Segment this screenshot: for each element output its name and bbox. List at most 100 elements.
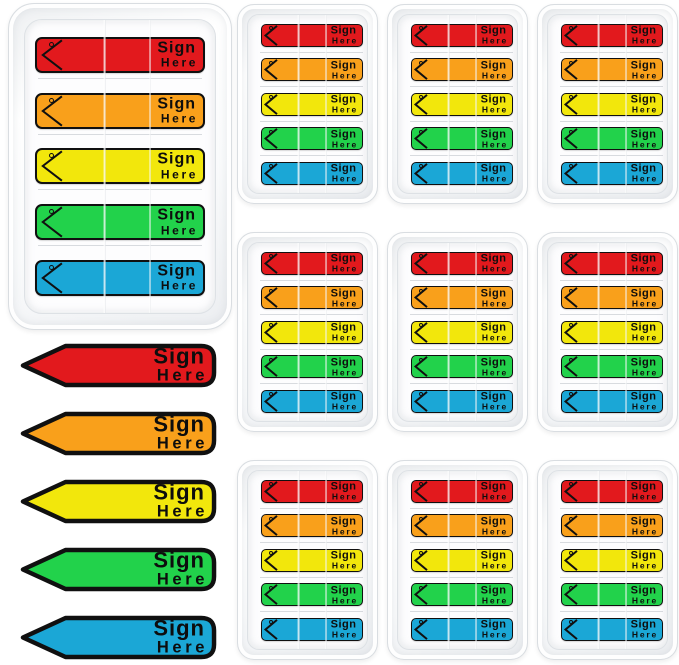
- flag-label: Sign Here: [153, 547, 205, 589]
- flag-label: Sign Here: [331, 25, 357, 45]
- flag-label-line1: Sign: [153, 547, 205, 573]
- large-flag-tray: Sign Here Sign Here Sign Here Sign Here Sign Here: [8, 3, 232, 330]
- flag-label-line2: Here: [631, 526, 658, 537]
- fold-curl-icon: [418, 585, 423, 590]
- flag-label-line1: Sign: [630, 24, 657, 37]
- flag-label-line2: Here: [331, 595, 358, 606]
- flag-label-line1: Sign: [480, 252, 507, 265]
- sign-here-arrow-flag-red: Sign Here: [20, 343, 218, 388]
- sign-here-flag-red: Sign Here: [410, 251, 513, 275]
- arrow-chevron-icon: [412, 550, 512, 571]
- flag-label: Sign Here: [480, 355, 507, 376]
- arrow-chevron-icon: [412, 619, 512, 640]
- flag-label-line1: Sign: [480, 162, 507, 175]
- flag-label: Sign Here: [481, 59, 507, 79]
- arrow-chevron-icon: [262, 163, 362, 184]
- arrow-chevron-icon: [262, 356, 362, 377]
- sign-here-flag-blue: Sign Here: [35, 260, 205, 297]
- flag-label-line2: Here: [331, 139, 358, 150]
- sign-here-flag-red: Sign Here: [35, 36, 205, 73]
- tray-slot: Sign Here: [402, 477, 517, 509]
- tray-slot: Sign Here: [552, 387, 667, 416]
- fold-curl-icon: [418, 60, 423, 65]
- tray-slot: Sign Here: [252, 546, 367, 578]
- sign-here-arrow-flag-orange: Sign Here: [20, 411, 218, 456]
- flag-label-line2: Here: [481, 104, 508, 115]
- fold-curl-icon: [568, 323, 573, 328]
- arrow-chevron-icon: [412, 356, 512, 377]
- sign-here-flag-green: Sign Here: [410, 355, 513, 378]
- fold-curl-icon: [268, 26, 273, 31]
- flag-label-line2: Here: [631, 332, 658, 343]
- sign-here-flag-orange: Sign Here: [560, 514, 663, 537]
- arrow-chevron-icon: [37, 262, 203, 294]
- arrow-chevron-icon: [562, 584, 662, 605]
- sign-here-flag-orange: Sign Here: [260, 286, 363, 309]
- fold-curl-icon: [418, 392, 423, 397]
- flag-label-line1: Sign: [630, 93, 657, 106]
- flag-label: Sign Here: [481, 163, 507, 183]
- flag-label-line2: Here: [156, 639, 208, 658]
- tray-slot: Sign Here: [402, 580, 517, 612]
- small-flag-tray-2: Sign Here Sign Here Sign Here Sign Here Sign Here: [387, 4, 528, 204]
- fold-curl-icon: [568, 164, 573, 169]
- flag-label-line2: Here: [481, 401, 508, 412]
- flag-label-line1: Sign: [630, 252, 657, 265]
- flag-label-line2: Here: [331, 173, 358, 184]
- flag-label-line1: Sign: [480, 514, 507, 527]
- flag-label-line1: Sign: [330, 24, 357, 37]
- flag-label: Sign Here: [331, 391, 357, 411]
- fold-curl-icon: [418, 551, 423, 556]
- flag-label-line1: Sign: [330, 583, 357, 596]
- flag-label-line2: Here: [160, 55, 198, 70]
- flag-label: Sign Here: [631, 356, 657, 376]
- arrow-chevron-icon: [562, 322, 662, 343]
- flag-label-line2: Here: [481, 560, 508, 571]
- flag-label-line1: Sign: [480, 583, 507, 596]
- flag-label-line1: Sign: [480, 355, 507, 368]
- flag-label: Sign Here: [631, 163, 657, 183]
- fold-curl-icon: [568, 516, 573, 521]
- fold-curl-icon: [418, 620, 423, 625]
- tray-slot: Sign Here: [402, 159, 517, 188]
- flag-label: Sign Here: [153, 481, 205, 521]
- fold-curl-icon: [418, 288, 423, 293]
- flag-label: Sign Here: [153, 617, 208, 658]
- flag-label-line2: Here: [481, 629, 508, 640]
- small-flag-tray-6: Sign Here Sign Here Sign Here Sign Here Sign Here: [537, 232, 678, 432]
- flag-label: Sign Here: [481, 25, 507, 45]
- flag-label-line1: Sign: [480, 390, 507, 403]
- arrow-chevron-icon: [562, 94, 662, 115]
- sign-here-flag-yellow: Sign Here: [260, 320, 363, 344]
- flag-label-line1: Sign: [153, 343, 205, 369]
- sign-here-flag-yellow: Sign Here: [260, 92, 363, 116]
- arrow-chevron-icon: [262, 481, 362, 502]
- flag-label: Sign Here: [631, 128, 657, 148]
- flag-label-line1: Sign: [630, 618, 657, 631]
- sign-here-flag-green: Sign Here: [260, 583, 363, 606]
- sign-here-arrow-flag-green: Sign Here: [20, 547, 218, 592]
- sign-here-flag-green: Sign Here: [260, 355, 363, 378]
- arrow-flag-shape-icon: [20, 343, 217, 388]
- sign-here-flag-blue: Sign Here: [410, 617, 513, 641]
- arrow-chevron-icon: [562, 619, 662, 640]
- fold-curl-icon: [568, 585, 573, 590]
- tray-slot: Sign Here: [552, 511, 667, 543]
- sign-here-flag-red: Sign Here: [410, 479, 513, 503]
- sign-here-flag-green: Sign Here: [560, 127, 663, 150]
- arrow-chevron-icon: [412, 287, 512, 308]
- arrow-chevron-icon: [262, 619, 362, 640]
- tray-slot: Sign Here: [402, 21, 517, 53]
- sign-here-flag-orange: Sign Here: [410, 514, 513, 537]
- fold-curl-icon: [568, 254, 573, 259]
- tray-slot: Sign Here: [402, 124, 517, 156]
- tray-slot: Sign Here: [252, 352, 367, 384]
- arrow-chevron-icon: [562, 163, 662, 184]
- flag-label-line1: Sign: [330, 252, 357, 265]
- flag-label-line1: Sign: [630, 58, 657, 71]
- sign-here-flag-yellow: Sign Here: [410, 92, 513, 116]
- fold-curl-icon: [268, 164, 273, 169]
- fold-curl-icon: [268, 254, 273, 259]
- arrow-chevron-icon: [262, 253, 362, 274]
